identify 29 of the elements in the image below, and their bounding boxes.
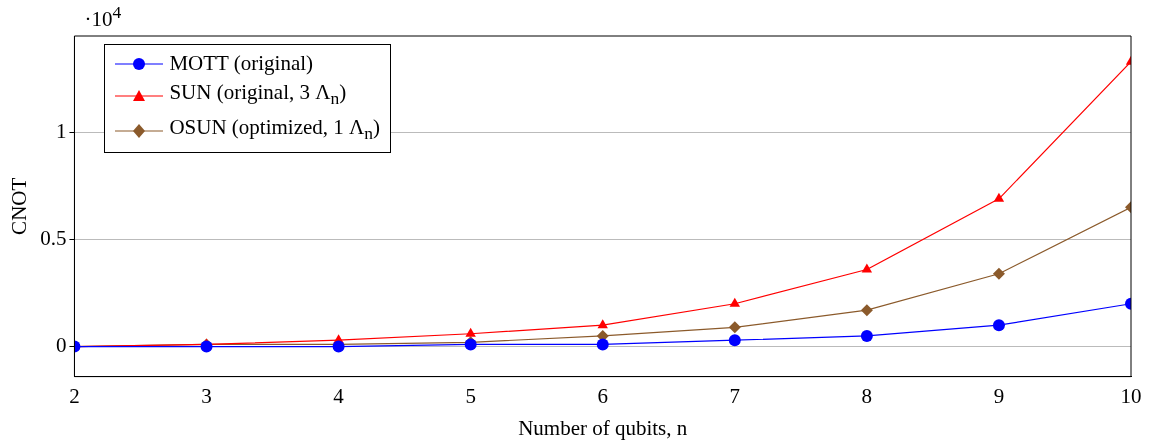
point xyxy=(992,319,1005,332)
x-tick-label: 8 xyxy=(861,383,873,408)
point xyxy=(465,327,476,337)
point xyxy=(729,297,740,307)
y-tick-label: 0.5 xyxy=(40,226,67,251)
text: ·10$^{4}$ xyxy=(84,2,122,32)
point xyxy=(597,319,608,329)
x-tick-label: 5 xyxy=(465,383,476,408)
x-tick-label: 2 xyxy=(69,383,80,408)
x-tick-label: 3 xyxy=(201,383,212,408)
point xyxy=(993,192,1005,202)
x-tick-label: 7 xyxy=(729,383,741,408)
point xyxy=(596,338,609,351)
x-axis-title: Number of qubits, n xyxy=(518,415,688,440)
point xyxy=(860,329,873,342)
point xyxy=(728,334,741,347)
x-tick-label: 9 xyxy=(993,383,1005,408)
point xyxy=(992,267,1005,280)
point xyxy=(728,321,741,334)
legend-label: OSUN (optimized, 1 Λ$_{n}$) xyxy=(169,114,381,146)
x-tick-label: 6 xyxy=(597,383,608,408)
x-tick-label: 4 xyxy=(333,383,345,408)
y-axis-title: CNOT xyxy=(7,177,32,235)
y-tick-label: 1 xyxy=(55,118,67,143)
x-tick-label: 10 xyxy=(1120,383,1142,408)
legend-label: SUN (original, 3 Λ$_{n}$) xyxy=(169,79,347,111)
point xyxy=(860,304,873,317)
y-tick-label: 0 xyxy=(55,333,67,358)
legend-label: MOTT (original) xyxy=(169,50,314,77)
